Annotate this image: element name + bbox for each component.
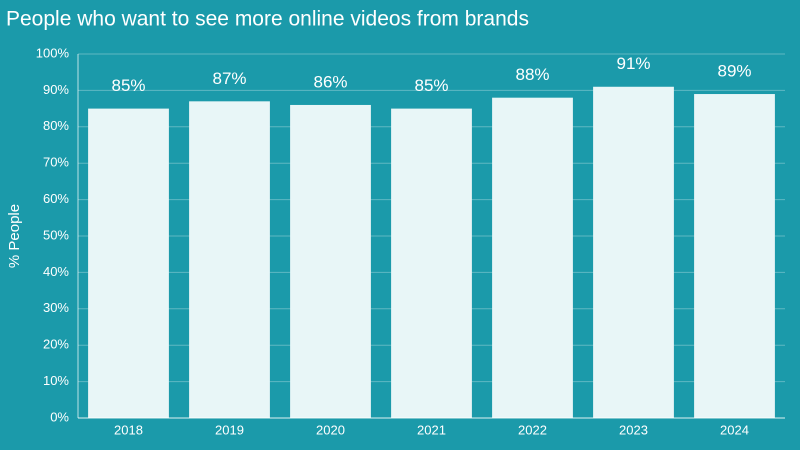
y-tick-label: 70% [43, 155, 69, 170]
value-label: 85% [111, 76, 145, 95]
y-tick-label: 0% [50, 409, 69, 424]
x-tick-label: 2018 [114, 422, 143, 437]
value-label: 88% [515, 65, 549, 84]
value-label: 91% [616, 54, 650, 73]
x-tick-label: 2024 [720, 422, 749, 437]
y-tick-label: 20% [43, 337, 69, 352]
y-tick-label: 60% [43, 191, 69, 206]
bar [189, 101, 270, 418]
y-tick-label: 10% [43, 373, 69, 388]
y-tick-label: 40% [43, 264, 69, 279]
bar [391, 108, 472, 418]
bar [88, 108, 169, 418]
x-tick-label: 2019 [215, 422, 244, 437]
value-label: 89% [717, 62, 751, 81]
bar [593, 86, 674, 418]
bar [694, 94, 775, 418]
x-tick-label: 2023 [619, 422, 648, 437]
x-tick-label: 2021 [417, 422, 446, 437]
bar [492, 97, 573, 419]
y-tick-label: 50% [43, 227, 69, 242]
value-label: 87% [212, 69, 246, 88]
chart-title: People who want to see more online video… [6, 8, 529, 31]
y-axis-label: % People [6, 204, 23, 268]
y-tick-label: 30% [43, 300, 69, 315]
x-tick-label: 2022 [518, 422, 547, 437]
value-label: 86% [313, 72, 347, 91]
y-tick-label: 100% [36, 45, 70, 60]
value-label: 85% [414, 76, 448, 95]
x-tick-label: 2020 [316, 422, 345, 437]
y-tick-label: 90% [43, 82, 69, 97]
bar [290, 104, 371, 419]
y-tick-label: 80% [43, 118, 69, 133]
